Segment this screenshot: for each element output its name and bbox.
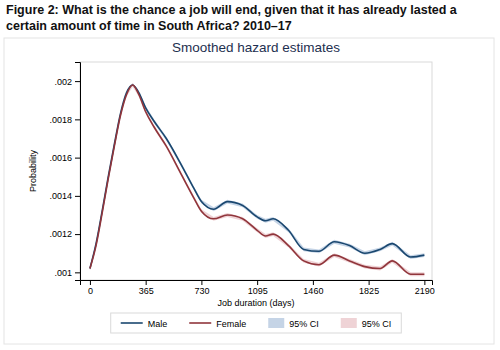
x-tick-mark <box>313 280 314 285</box>
plot-area <box>90 83 424 276</box>
plot-frame <box>80 62 432 280</box>
graph-region <box>4 38 494 344</box>
y-tick-mark <box>75 234 80 235</box>
y-tick: .001 <box>54 268 80 278</box>
x-tick-mark <box>424 280 425 285</box>
legend: Male Female 95% CI 95% CI <box>111 313 402 333</box>
chart: Figure 2: What is the chance a job will … <box>0 0 500 350</box>
x-tick-label: 1095 <box>248 286 268 296</box>
ci-band <box>90 83 424 276</box>
y-tick: .0018 <box>49 115 80 125</box>
y-tick-mark <box>75 196 80 197</box>
y-tick: .0016 <box>49 153 80 163</box>
x-axis-line <box>81 281 433 286</box>
x-tick-label: 1825 <box>359 286 379 296</box>
title-line: Figure 2: What is the chance a job will … <box>6 3 458 17</box>
y-tick-label: .002 <box>54 77 72 87</box>
x-tick: 365 <box>139 280 154 296</box>
series-line <box>90 85 424 269</box>
x-tick-label: 1460 <box>303 286 323 296</box>
x-tick-label: 365 <box>139 286 154 296</box>
x-tick: 1825 <box>359 280 379 296</box>
legend-label: 95% CI <box>362 319 392 329</box>
y-tick-mark <box>75 272 80 273</box>
x-tick-mark <box>146 280 147 285</box>
y-tick-mark <box>75 119 80 120</box>
legend-swatch <box>121 322 143 324</box>
y-tick: .0014 <box>49 191 80 201</box>
x-tick-label: 0 <box>88 286 93 296</box>
x-tick-label: 730 <box>194 286 209 296</box>
title: Figure 2: What is the chance a job will … <box>6 3 458 33</box>
y-tick: .0012 <box>49 229 80 239</box>
series-line <box>90 85 424 274</box>
y-axis: .001 .0012 .0014 .0016 .0018 .002 <box>49 63 80 281</box>
y-tick-label: .0018 <box>49 115 72 125</box>
legend-swatch <box>189 322 211 324</box>
legend-label: Female <box>216 319 246 329</box>
y-tick-mark <box>75 158 80 159</box>
legend-swatch <box>268 318 284 328</box>
x-tick-mark <box>257 280 258 285</box>
x-tick: 730 <box>194 280 209 296</box>
x-tick: 1095 <box>248 280 268 296</box>
y-tick-mark <box>75 81 80 82</box>
x-tick-mark <box>201 280 202 285</box>
x-tick-mark <box>369 280 370 285</box>
x-tick-mark <box>90 280 91 285</box>
subtitle: Smoothed hazard estimates <box>172 40 340 55</box>
legend-label: 95% CI <box>289 319 319 329</box>
y-tick: .002 <box>54 77 80 87</box>
x-tick-label: 2190 <box>415 286 435 296</box>
y-tick-label: .0014 <box>49 191 72 201</box>
title-line: certain amount of time in South Africa? … <box>6 19 292 33</box>
y-tick-label: .0012 <box>49 229 72 239</box>
legend-label: Male <box>148 319 168 329</box>
x-axis-title: Job duration (days) <box>217 298 294 308</box>
x-tick: 2190 <box>415 280 435 296</box>
x-axis: 0 365 730 1095 1460 1825 2190 <box>81 280 435 296</box>
legend-item: Female <box>189 319 246 329</box>
legend-item: 95% CI <box>341 318 392 329</box>
legend-box <box>111 313 402 333</box>
legend-item: Male <box>121 319 168 329</box>
x-tick: 1460 <box>303 280 323 296</box>
y-axis-line <box>75 63 81 281</box>
ci-band <box>90 83 424 270</box>
y-tick-label: .001 <box>54 268 72 278</box>
y-tick-label: .0016 <box>49 153 72 163</box>
legend-item: 95% CI <box>268 318 319 329</box>
legend-swatch <box>341 318 357 328</box>
x-tick: 0 <box>88 280 93 296</box>
y-axis-title: Probability <box>28 149 38 192</box>
